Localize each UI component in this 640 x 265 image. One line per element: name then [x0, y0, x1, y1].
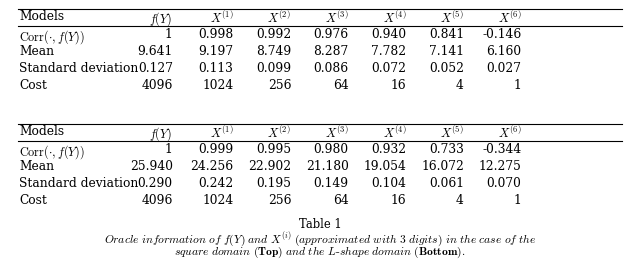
Text: 0.940: 0.940 [371, 28, 406, 41]
Text: Cost: Cost [19, 79, 47, 92]
Text: 22.902: 22.902 [248, 160, 291, 173]
Text: Standard deviation: Standard deviation [19, 62, 139, 75]
Text: 256: 256 [268, 79, 291, 92]
Text: 1: 1 [514, 79, 522, 92]
Text: 0.127: 0.127 [138, 62, 173, 75]
Text: 0.995: 0.995 [256, 143, 291, 156]
Text: $f(Y)$: $f(Y)$ [150, 10, 173, 28]
Text: Mean: Mean [19, 160, 54, 173]
Text: Models: Models [19, 10, 65, 23]
Text: 0.113: 0.113 [199, 62, 234, 75]
Text: 25.940: 25.940 [130, 160, 173, 173]
Text: 0.195: 0.195 [256, 177, 291, 190]
Text: 16.072: 16.072 [421, 160, 464, 173]
Text: Cost: Cost [19, 194, 47, 207]
Text: $X^{(2)}$: $X^{(2)}$ [268, 125, 291, 141]
Text: 0.061: 0.061 [429, 177, 464, 190]
Text: $X^{(3)}$: $X^{(3)}$ [325, 125, 349, 141]
Text: $X^{(3)}$: $X^{(3)}$ [325, 10, 349, 27]
Text: 0.086: 0.086 [314, 62, 349, 75]
Text: 0.290: 0.290 [138, 177, 173, 190]
Text: 0.841: 0.841 [429, 28, 464, 41]
Text: $\mathit{square\ domain\ (}\mathbf{Top}\mathit{)\ and\ the\ L\text{-}shape\ doma: $\mathit{square\ domain\ (}\mathbf{Top}\… [174, 245, 466, 260]
Text: 64: 64 [333, 194, 349, 207]
Text: $\mathrm{Corr}(\cdot, f(Y))$: $\mathrm{Corr}(\cdot, f(Y))$ [19, 143, 85, 161]
Text: 1024: 1024 [202, 194, 234, 207]
Text: 21.180: 21.180 [306, 160, 349, 173]
Text: 8.749: 8.749 [256, 45, 291, 58]
Text: 7.782: 7.782 [371, 45, 406, 58]
Text: 1: 1 [165, 28, 173, 41]
Text: $X^{(2)}$: $X^{(2)}$ [268, 10, 291, 27]
Text: -0.146: -0.146 [483, 28, 522, 41]
Text: 7.141: 7.141 [429, 45, 464, 58]
Text: 16: 16 [391, 194, 406, 207]
Text: 0.242: 0.242 [198, 177, 234, 190]
Text: 0.932: 0.932 [371, 143, 406, 156]
Text: 16: 16 [391, 79, 406, 92]
Text: 9.197: 9.197 [198, 45, 234, 58]
Text: 4: 4 [456, 194, 464, 207]
Text: 1: 1 [165, 143, 173, 156]
Text: $X^{(5)}$: $X^{(5)}$ [440, 125, 464, 141]
Text: $f(Y)$: $f(Y)$ [150, 125, 173, 143]
Text: 0.980: 0.980 [314, 143, 349, 156]
Text: 4: 4 [456, 79, 464, 92]
Text: 0.104: 0.104 [371, 177, 406, 190]
Text: 1: 1 [514, 194, 522, 207]
Text: 4096: 4096 [141, 79, 173, 92]
Text: 0.999: 0.999 [198, 143, 234, 156]
Text: $X^{(4)}$: $X^{(4)}$ [383, 125, 406, 141]
Text: 0.027: 0.027 [486, 62, 522, 75]
Text: Mean: Mean [19, 45, 54, 58]
Text: 8.287: 8.287 [314, 45, 349, 58]
Text: $X^{(1)}$: $X^{(1)}$ [210, 10, 234, 27]
Text: 1024: 1024 [202, 79, 234, 92]
Text: 9.641: 9.641 [138, 45, 173, 58]
Text: $X^{(6)}$: $X^{(6)}$ [498, 125, 522, 141]
Text: 256: 256 [268, 194, 291, 207]
Text: -0.344: -0.344 [483, 143, 522, 156]
Text: 0.070: 0.070 [487, 177, 522, 190]
Text: 6.160: 6.160 [486, 45, 522, 58]
Text: $\mathrm{Corr}(\cdot, f(Y))$: $\mathrm{Corr}(\cdot, f(Y))$ [19, 28, 85, 46]
Text: 64: 64 [333, 79, 349, 92]
Text: Standard deviation: Standard deviation [19, 177, 139, 190]
Text: 0.052: 0.052 [429, 62, 464, 75]
Text: 0.998: 0.998 [198, 28, 234, 41]
Text: $X^{(5)}$: $X^{(5)}$ [440, 10, 464, 27]
Text: 0.992: 0.992 [256, 28, 291, 41]
Text: Models: Models [19, 125, 65, 138]
Text: $X^{(1)}$: $X^{(1)}$ [210, 125, 234, 141]
Text: Table 1: Table 1 [299, 218, 341, 231]
Text: 0.072: 0.072 [371, 62, 406, 75]
Text: 0.976: 0.976 [314, 28, 349, 41]
Text: $X^{(6)}$: $X^{(6)}$ [498, 10, 522, 27]
Text: 0.099: 0.099 [256, 62, 291, 75]
Text: 4096: 4096 [141, 194, 173, 207]
Text: $X^{(4)}$: $X^{(4)}$ [383, 10, 406, 27]
Text: 0.733: 0.733 [429, 143, 464, 156]
Text: 0.149: 0.149 [314, 177, 349, 190]
Text: 24.256: 24.256 [191, 160, 234, 173]
Text: $\mathit{Oracle\ information\ of}\ f(Y)\ \mathit{and}\ X^{(i)}\ \mathit{(approxi: $\mathit{Oracle\ information\ of}\ f(Y)\… [104, 231, 536, 249]
Text: 19.054: 19.054 [364, 160, 406, 173]
Text: 12.275: 12.275 [479, 160, 522, 173]
